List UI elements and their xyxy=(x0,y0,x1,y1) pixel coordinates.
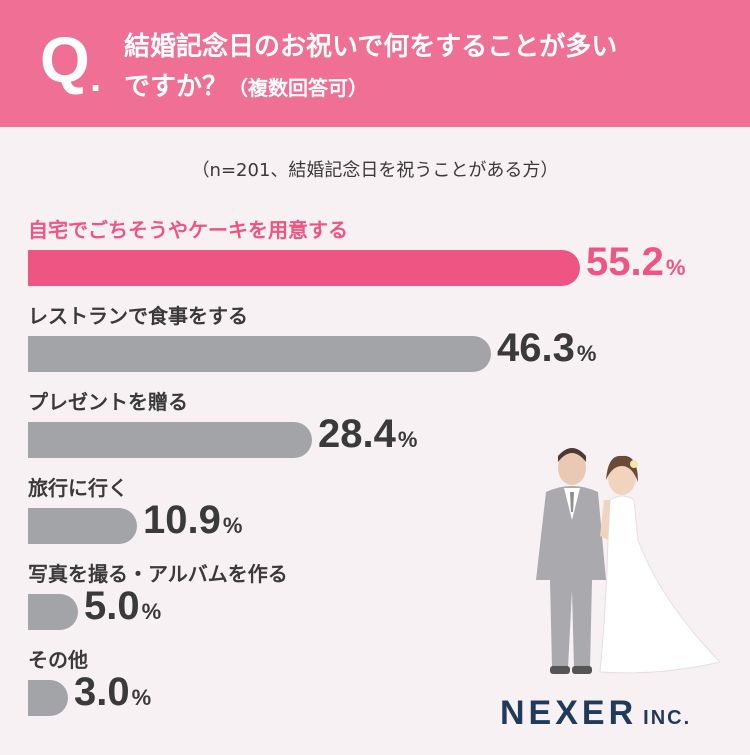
value-label: 5.0% xyxy=(84,584,161,629)
value-unit: % xyxy=(397,427,418,452)
value-unit: % xyxy=(131,685,152,710)
category-label: 写真を撮る・アルバムを作る xyxy=(28,562,288,586)
value-label: 3.0% xyxy=(74,670,151,715)
value-label: 55.2% xyxy=(586,240,685,285)
bar xyxy=(28,422,312,458)
question-line-2-main: ですか？ xyxy=(124,72,229,102)
bar xyxy=(28,508,137,544)
logo-main: NEXER xyxy=(500,694,638,732)
value-number: 55.2 xyxy=(586,240,664,284)
bride-dress xyxy=(599,495,721,674)
value-number: 28.4 xyxy=(318,412,396,456)
groom-shoe-left xyxy=(550,666,570,674)
bride-head xyxy=(608,461,636,495)
value-label: 10.9% xyxy=(143,498,242,543)
category-label: その他 xyxy=(28,648,88,672)
value-unit: % xyxy=(222,513,243,538)
category-label: 自宅でごちそうやケーキを用意する xyxy=(28,218,348,242)
bar xyxy=(28,250,580,286)
value-label: 28.4% xyxy=(318,412,417,457)
value-unit: % xyxy=(576,341,597,366)
question-line-1: 結婚記念日のお祝いで何をすることが多い xyxy=(124,32,618,62)
bride-arm xyxy=(600,500,610,540)
category-label: プレゼントを贈る xyxy=(28,390,188,414)
value-unit: % xyxy=(141,599,162,624)
bar xyxy=(28,680,68,716)
question-text: 結婚記念日のお祝いで何をすることが多い ですか？（複数回答可） xyxy=(124,27,724,108)
groom-shoe-right xyxy=(572,666,592,674)
category-label: 旅行に行く xyxy=(28,476,128,500)
groom-head xyxy=(558,451,586,485)
question-line-2: ですか？（複数回答可） xyxy=(124,67,724,108)
groom-hair xyxy=(558,448,586,462)
value-unit: % xyxy=(665,255,686,280)
value-number: 10.9 xyxy=(143,498,221,542)
question-note: （複数回答可） xyxy=(228,76,369,100)
nexer-logo: NEXER INC. xyxy=(500,694,691,733)
category-label: レストランで食事をする xyxy=(28,304,248,328)
value-number: 46.3 xyxy=(497,326,575,370)
bar xyxy=(28,594,78,630)
bride-flower xyxy=(630,460,638,468)
groom-suit xyxy=(536,486,606,668)
bride-hair xyxy=(606,455,638,482)
value-label: 46.3% xyxy=(497,326,596,371)
couple-illustration xyxy=(536,448,721,674)
groom-tie xyxy=(570,492,574,512)
q-mark: Q xyxy=(40,24,90,96)
sample-note: （n=201、結婚記念日を祝うことがある方） xyxy=(191,160,559,181)
logo-suffix: INC. xyxy=(643,707,692,729)
bar xyxy=(28,336,491,372)
q-dot: . xyxy=(90,56,102,100)
question-header: Q . 結婚記念日のお祝いで何をすることが多い ですか？（複数回答可） xyxy=(0,0,750,127)
value-number: 3.0 xyxy=(74,670,130,714)
value-number: 5.0 xyxy=(84,584,140,628)
